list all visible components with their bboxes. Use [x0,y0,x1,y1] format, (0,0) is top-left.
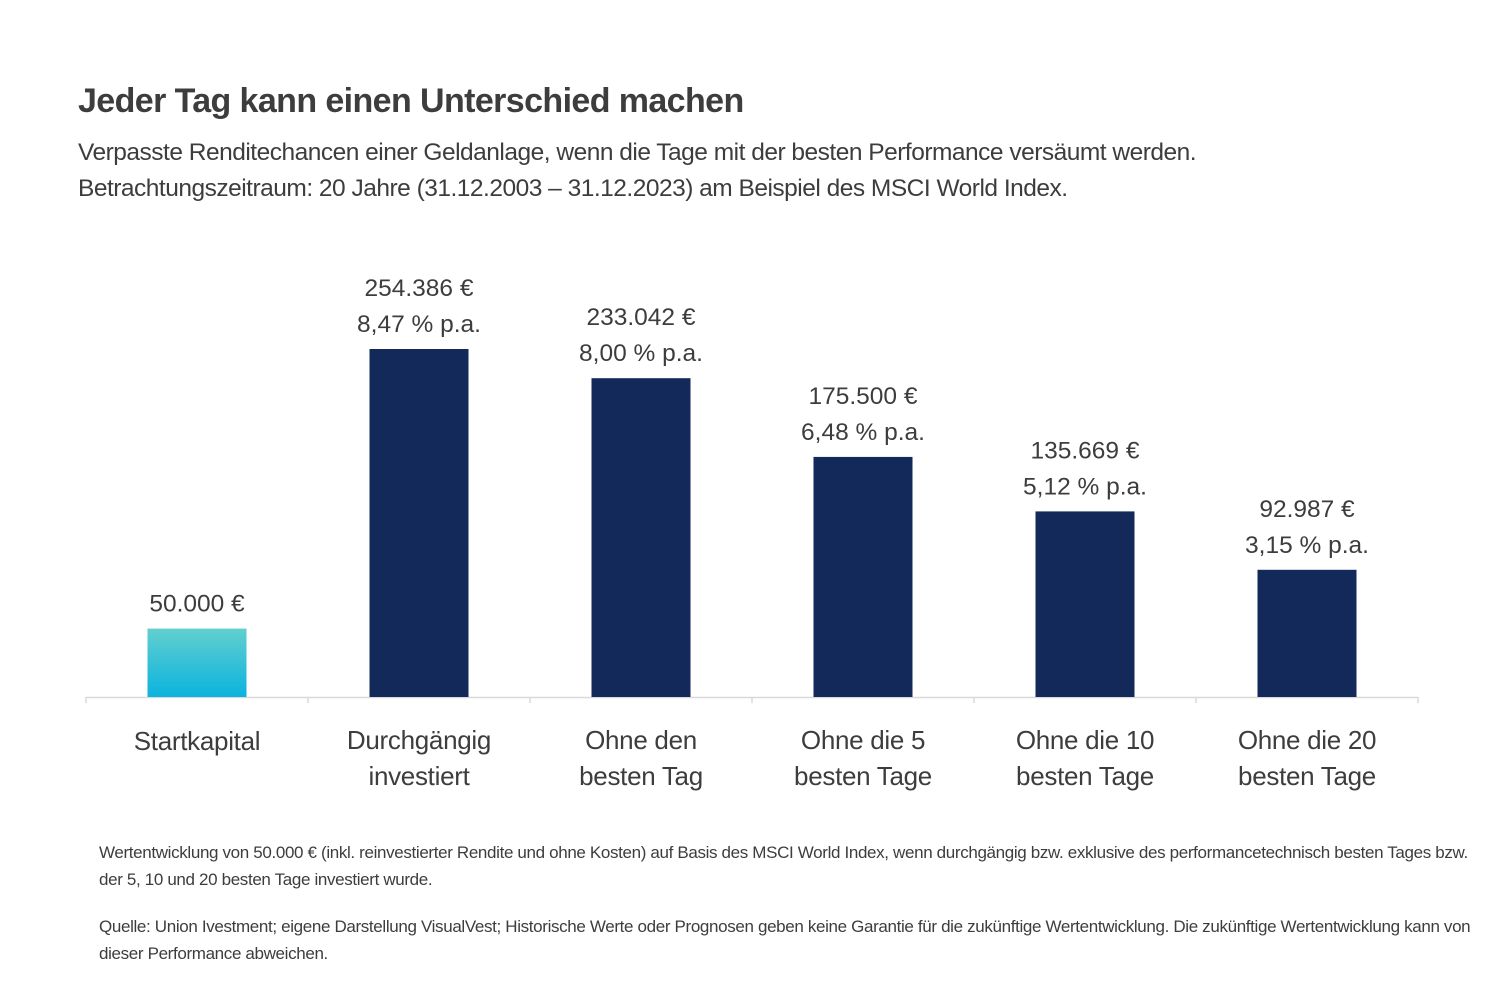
category-label: Durchgängig [347,725,491,755]
category-label: Startkapital [134,726,260,756]
subtitle-line-1: Verpasste Renditechancen einer Geldanlag… [78,139,1197,166]
bar-5 [1035,511,1135,697]
category-label: Ohne den [585,725,697,755]
category-label: Ohne die 10 [1016,725,1154,755]
value-label: 92.987 € [1259,496,1355,523]
bar-3 [591,378,691,697]
rate-label: 3,15 % p.a. [1245,532,1369,559]
value-label: 233.042 € [587,304,696,331]
rate-label: 6,48 % p.a. [801,419,925,446]
rate-label: 5,12 % p.a. [1023,473,1147,500]
bar-4 [813,456,913,697]
category-label: Ohne die 5 [801,725,925,755]
bar-6 [1257,569,1357,697]
bar-2 [369,349,469,697]
value-label: 175.500 € [809,383,918,410]
chart-title: Jeder Tag kann einen Unterschied machen [78,82,744,120]
subtitle-line-2: Betrachtungszeitraum: 20 Jahre (31.12.20… [78,175,1068,202]
value-label: 254.386 € [365,275,474,302]
rate-label: 8,00 % p.a. [579,340,703,367]
category-label: besten Tage [1016,761,1154,791]
category-label: besten Tage [794,761,932,791]
category-label: investiert [368,761,470,791]
footnote-description: Wertentwicklung von 50.000 € (inkl. rein… [99,843,1468,889]
category-label: besten Tag [579,761,703,791]
value-label: 50.000 € [149,591,245,618]
bar-1 [147,628,247,697]
category-label: besten Tage [1238,761,1376,791]
footnote-source: Quelle: Union Ivestment; eigene Darstell… [99,917,1471,963]
category-label: Ohne die 20 [1238,725,1376,755]
rate-label: 8,47 % p.a. [357,311,481,338]
value-label: 135.669 € [1031,437,1140,464]
